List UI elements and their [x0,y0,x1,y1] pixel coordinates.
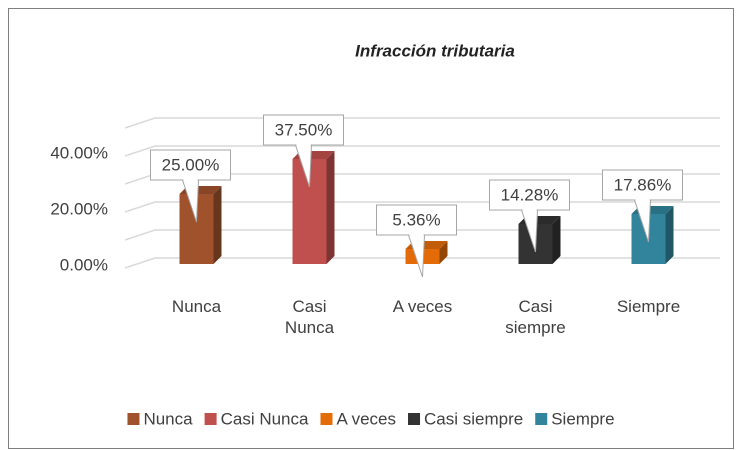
bar-side [326,151,335,264]
y-tick-label: 20.00% [50,199,108,218]
legend-swatch [204,413,217,425]
data-label: 17.86% [614,175,672,194]
bar [179,186,222,264]
chart-frame [8,8,734,449]
chart-title: Infracción tributaria [355,41,515,60]
data-label: 5.36% [392,210,440,229]
label-box-cover [522,208,537,212]
label-box-cover [409,233,424,237]
label-box-cover [183,178,198,182]
bar [518,216,561,264]
x-tick-label: A veces [392,297,453,316]
bar [292,151,335,264]
bar-front [179,194,214,264]
legend-swatch [408,413,421,425]
label-box-cover [296,143,311,147]
label-box [602,169,683,201]
legend-label: Siempre [551,409,614,428]
bar-side [552,216,561,264]
grid-line [124,117,720,129]
data-label: 25.00% [162,155,220,174]
label-box-cover [635,198,650,202]
grid-line [124,145,720,157]
x-tick-label: Siempre [616,297,681,316]
bar-side [213,186,222,264]
legend-label: A veces [336,409,396,428]
bar-front [292,159,327,264]
x-tick-label: Casi Nunca [284,297,335,337]
legend-label: Nunca [143,409,193,428]
x-tick-label: Nunca [171,297,222,316]
y-tick-label: 0.00% [60,255,108,274]
label-box [376,204,457,236]
bar-side [665,205,674,264]
x-tick-label: Casi siempre [505,297,566,337]
bar [631,205,674,264]
legend-swatch [127,413,140,425]
bar-side [439,240,448,264]
data-label: 37.50% [275,120,333,139]
legend-swatch [320,413,333,425]
label-box [150,149,231,181]
data-label: 14.28% [501,186,559,205]
legend-label: Casi Nunca [221,409,309,428]
legend-swatch [535,413,548,425]
legend-label: Casi siempre [424,409,523,428]
y-tick-label: 40.00% [50,143,108,162]
